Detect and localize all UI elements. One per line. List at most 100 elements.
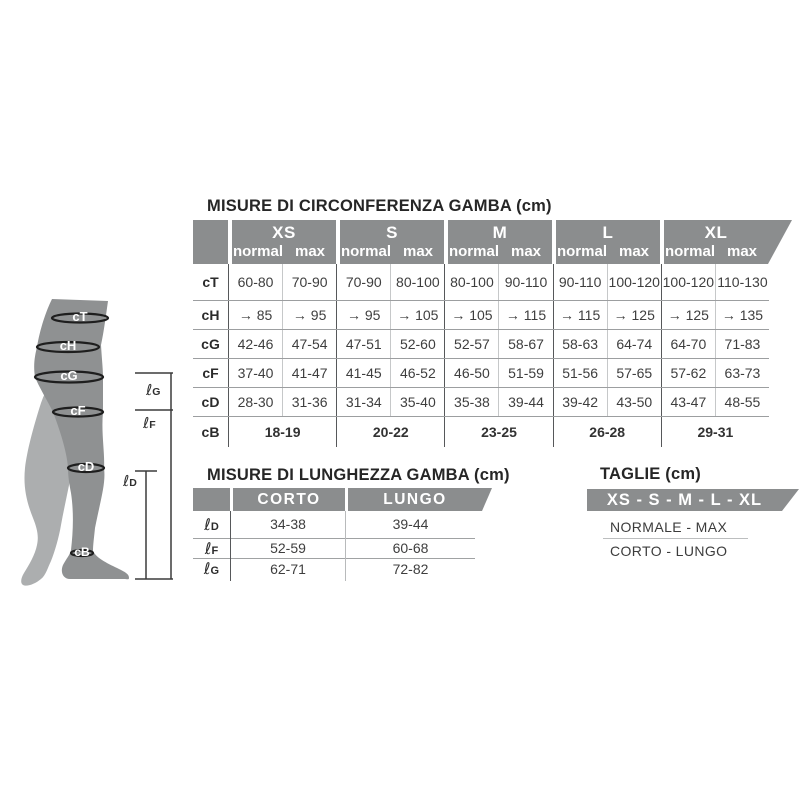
band-label-cG: cG xyxy=(60,368,77,383)
band-label-cB: cB xyxy=(74,545,90,559)
band-label-cT: cT xyxy=(72,309,87,324)
band-cH xyxy=(35,340,101,354)
table-cell: 70-90 xyxy=(336,264,390,300)
table-cell: 46-50 xyxy=(444,359,498,387)
band-label-cH: cH xyxy=(60,338,77,353)
table-cell: 23-25 xyxy=(444,417,552,447)
table-cell: → 95 xyxy=(336,301,390,329)
table-cell: 31-34 xyxy=(336,388,390,416)
table-cell: 52-59 xyxy=(230,539,345,561)
table-cell: 90-110 xyxy=(552,264,607,300)
size-label: M xyxy=(492,223,508,242)
row-label: ℓF xyxy=(204,539,219,558)
table-cell: → 115 xyxy=(552,301,607,329)
taglie-variants: NORMALE - MAX xyxy=(610,519,728,535)
table-cell: 64-74 xyxy=(606,330,661,358)
table-cell: 62-71 xyxy=(230,559,345,581)
table-row-cD: cD 28-30 31-36 31-34 35-40 35-38 39-44 3… xyxy=(193,387,769,416)
table-cell: 43-47 xyxy=(660,388,715,416)
table-cell: → 85 xyxy=(228,301,282,329)
table-cell: 70-90 xyxy=(282,264,336,300)
table-cell: 29-31 xyxy=(660,417,769,447)
table-cell: 34-38 xyxy=(230,511,345,541)
table-cell: 71-83 xyxy=(714,330,769,358)
table-cell: 39-44 xyxy=(498,388,552,416)
table-cell: 52-57 xyxy=(444,330,498,358)
band-cT xyxy=(50,312,110,324)
table-cell: 80-100 xyxy=(444,264,498,300)
header-empty-cell xyxy=(193,220,228,264)
band-cD xyxy=(66,462,106,474)
header-group-xs: XS normal max xyxy=(232,220,336,264)
row-label: ℓG xyxy=(203,559,220,578)
taglie-lengths: CORTO - LUNGO xyxy=(610,543,728,559)
row-label: cB xyxy=(201,424,220,440)
table-cell: 57-65 xyxy=(606,359,661,387)
table-cell: 51-59 xyxy=(498,359,552,387)
measure-label-lG: ℓG xyxy=(145,381,160,399)
size-label: XL xyxy=(704,223,728,242)
table-cell: 100-120 xyxy=(606,264,661,300)
table-cell: → 105 xyxy=(390,301,444,329)
header-corto: CORTO xyxy=(233,488,345,511)
table-cell: 64-70 xyxy=(660,330,715,358)
table-cell: 41-45 xyxy=(336,359,390,387)
table-cell: 90-110 xyxy=(498,264,552,300)
header-group-xl: XL normal max xyxy=(664,220,792,264)
table-cell: 51-56 xyxy=(552,359,607,387)
subheader-normal: normal xyxy=(340,243,391,260)
band-cF xyxy=(51,406,105,418)
circumference-table-body: cT 60-80 70-90 70-90 80-100 80-100 90-11… xyxy=(193,264,769,447)
header-group-l: L normal max xyxy=(556,220,660,264)
row-label: cT xyxy=(202,274,219,290)
table-cell: 31-36 xyxy=(282,388,336,416)
table-cell: 43-50 xyxy=(606,388,661,416)
band-cB xyxy=(69,548,95,558)
table-cell: 41-47 xyxy=(282,359,336,387)
table-cell: 42-46 xyxy=(228,330,282,358)
row-label: cH xyxy=(201,307,220,323)
length-measure-lines xyxy=(135,372,173,580)
circumference-table-title: MISURE DI CIRCONFERENZA GAMBA (cm) xyxy=(207,197,552,215)
table-cell: 18-19 xyxy=(228,417,336,447)
taglie-sizes-banner: XS - S - M - L - XL xyxy=(587,489,799,511)
table-cell: 80-100 xyxy=(390,264,444,300)
header-group-m: M normal max xyxy=(448,220,552,264)
row-label: cF xyxy=(202,365,219,381)
table-row-cB: cB 18-19 20-22 23-25 26-28 29-31 xyxy=(193,416,769,447)
table-cell: 60-68 xyxy=(345,539,475,561)
table-cell: 48-55 xyxy=(714,388,769,416)
table-cell: 58-67 xyxy=(498,330,552,358)
header-lungo: LUNGO xyxy=(348,488,492,511)
length-table-header: CORTO LUNGO xyxy=(193,488,492,511)
front-leg-silhouette xyxy=(34,299,130,580)
size-label: L xyxy=(602,223,614,242)
length-row-lG: ℓG 62-71 72-82 xyxy=(193,558,475,581)
table-cell: 110-130 xyxy=(714,264,769,300)
table-cell: 72-82 xyxy=(345,559,475,581)
size-label: S xyxy=(386,223,398,242)
taglie-divider xyxy=(603,538,748,539)
table-cell: 35-38 xyxy=(444,388,498,416)
table-row-cF: cF 37-40 41-47 41-45 46-52 46-50 51-59 5… xyxy=(193,358,769,387)
table-cell: → 105 xyxy=(444,301,498,329)
table-cell: 37-40 xyxy=(228,359,282,387)
length-table-body: ℓD 34-38 39-44 ℓF 52-59 60-68 ℓG 62-71 7… xyxy=(193,511,475,581)
subheader-max: max xyxy=(726,243,758,260)
table-cell: 39-44 xyxy=(345,511,475,541)
size-label: XS xyxy=(272,223,296,242)
table-cell: → 115 xyxy=(498,301,552,329)
table-row-cT: cT 60-80 70-90 70-90 80-100 80-100 90-11… xyxy=(193,264,769,300)
subheader-max: max xyxy=(294,243,326,260)
table-cell: 35-40 xyxy=(390,388,444,416)
subheader-normal: normal xyxy=(556,243,607,260)
subheader-normal: normal xyxy=(232,243,283,260)
table-cell: 46-52 xyxy=(390,359,444,387)
leg-measurement-figure: cT cH cG cF cD cB ℓG ℓF ℓD xyxy=(21,299,173,586)
table-cell: → 95 xyxy=(282,301,336,329)
subheader-max: max xyxy=(402,243,434,260)
table-cell: → 125 xyxy=(660,301,715,329)
table-cell: → 125 xyxy=(606,301,661,329)
row-label: cD xyxy=(201,394,220,410)
table-cell: 100-120 xyxy=(660,264,715,300)
